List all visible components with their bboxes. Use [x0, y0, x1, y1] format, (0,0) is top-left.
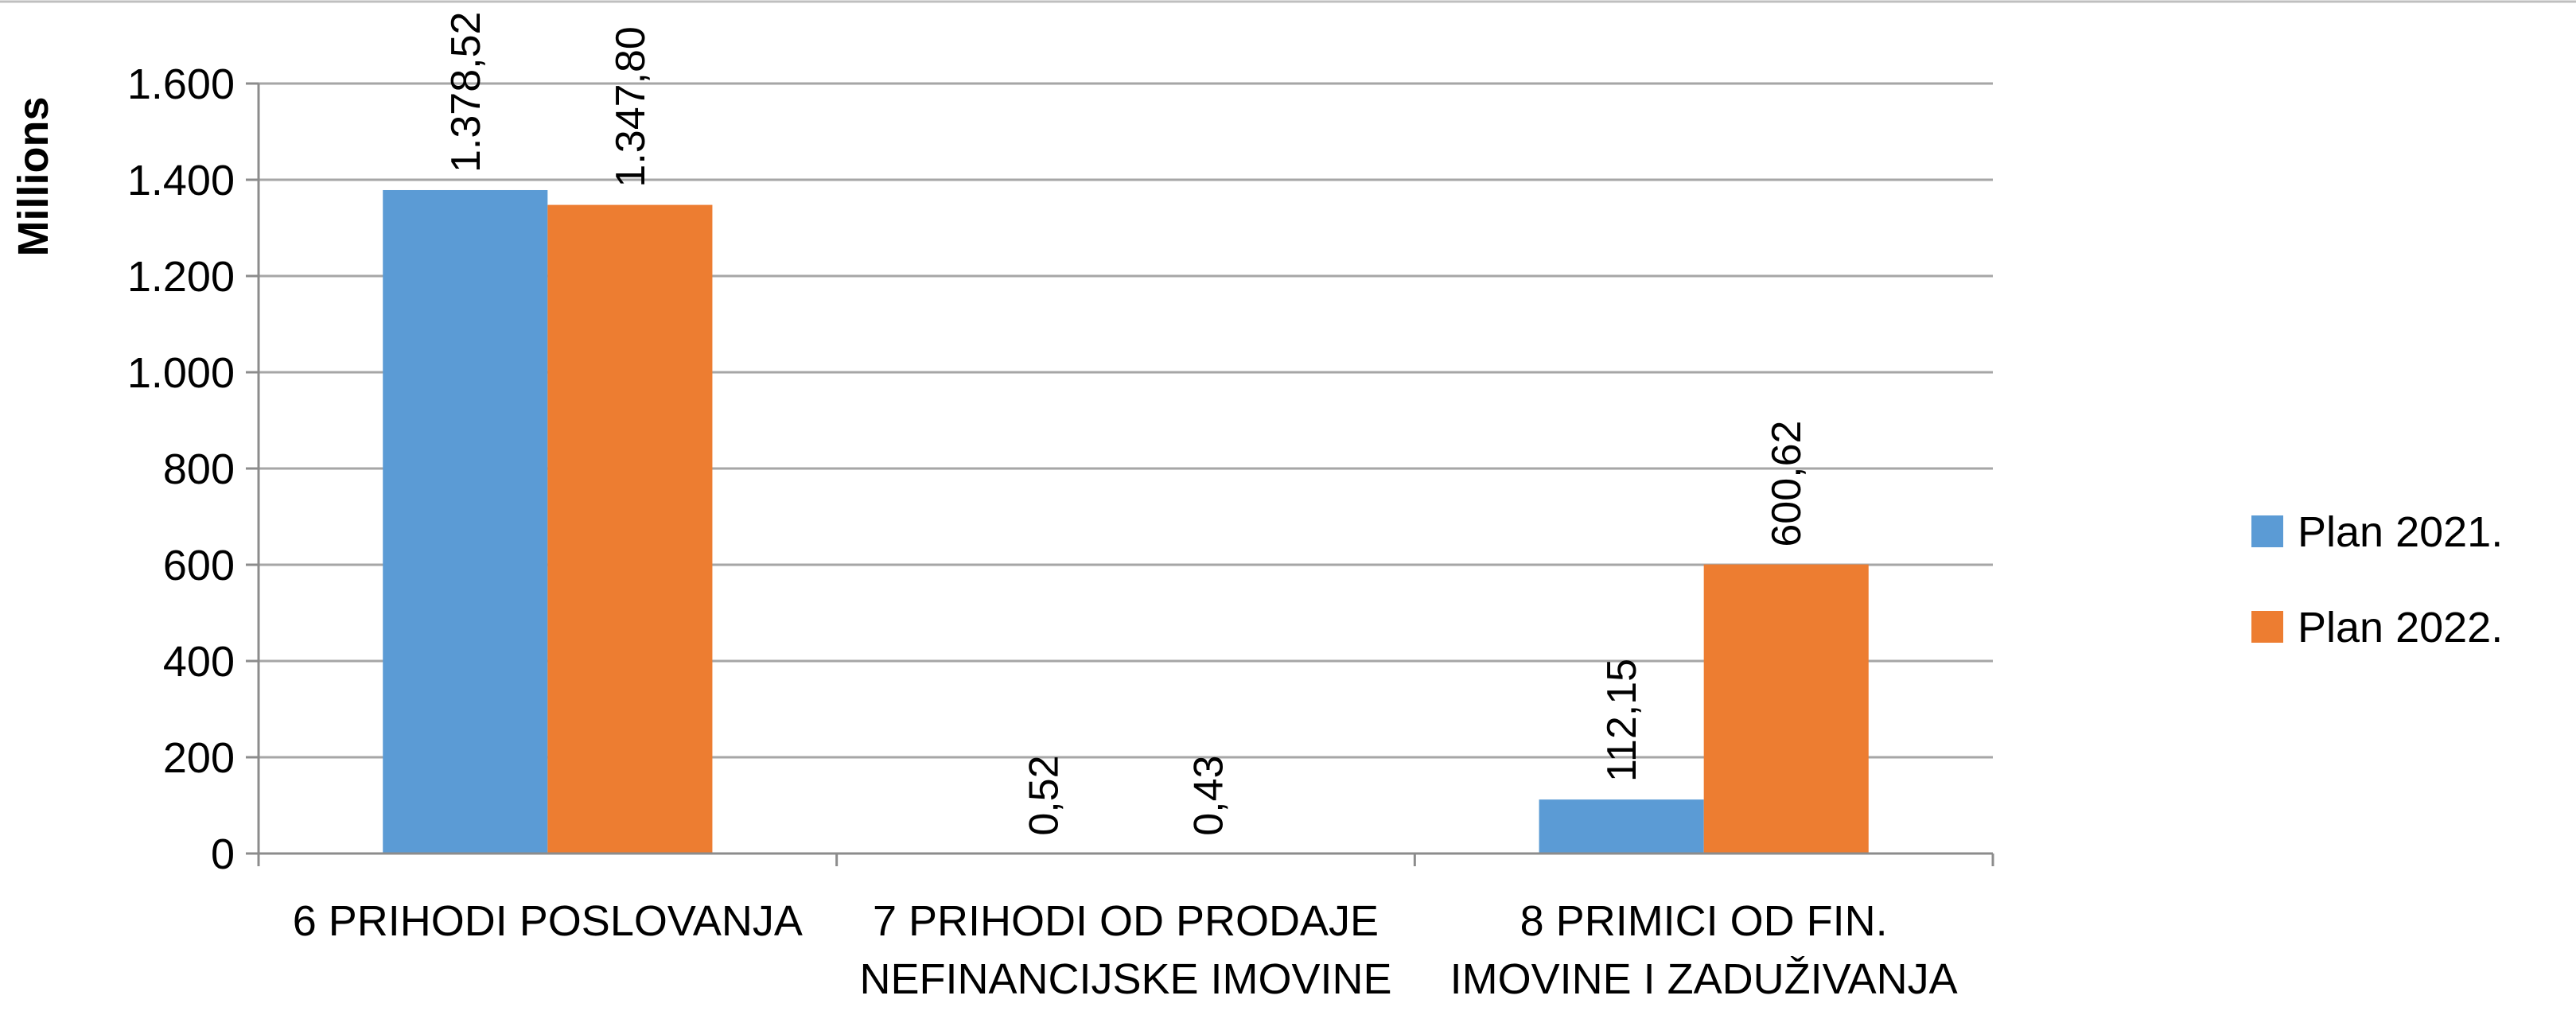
category-label: 7 PRIHODI OD PRODAJE — [873, 897, 1379, 945]
y-tick-label: 400 — [163, 638, 235, 686]
category-label: 8 PRIMICI OD FIN. — [1520, 897, 1888, 945]
bar — [383, 190, 547, 854]
data-label: 1.347,80 — [608, 26, 654, 187]
bar — [1704, 565, 1869, 854]
category-label: NEFINANCIJSKE IMOVINE — [859, 955, 1391, 1003]
legend-label: Plan 2021. — [2298, 508, 2503, 556]
y-tick-label: 1.200 — [127, 253, 235, 301]
category-label: IMOVINE I ZADUŽIVANJA — [1450, 955, 1958, 1003]
data-label: 0,52 — [1021, 755, 1067, 835]
data-label: 1.378,52 — [443, 12, 489, 173]
y-tick-label: 1.400 — [127, 157, 235, 204]
bar — [1539, 799, 1704, 854]
y-tick-label: 800 — [163, 445, 235, 493]
y-axis-title: Millions — [10, 97, 57, 257]
legend: Plan 2021. Plan 2022. — [2251, 508, 2503, 651]
y-tick-label: 1.600 — [127, 60, 235, 108]
y-tick-labels: 0 200 400 600 800 1.000 1.200 1.400 1.600 — [127, 60, 235, 878]
legend-swatch — [2251, 515, 2283, 547]
bars — [383, 190, 1869, 854]
category-labels: 6 PRIHODI POSLOVANJA 7 PRIHODI OD PRODAJE… — [293, 897, 1958, 1003]
legend-swatch — [2251, 611, 2283, 643]
y-tick-label: 600 — [163, 542, 235, 589]
category-label: 6 PRIHODI POSLOVANJA — [293, 897, 803, 945]
y-tick-label: 200 — [163, 734, 235, 782]
data-label: 0,43 — [1186, 756, 1232, 836]
y-tick-label: 0 — [211, 830, 235, 878]
y-tick-label: 1.000 — [127, 349, 235, 397]
legend-label: Plan 2022. — [2298, 604, 2503, 651]
data-label: 112,15 — [1599, 659, 1645, 782]
data-label: 600,62 — [1764, 421, 1810, 547]
bar — [547, 205, 712, 854]
